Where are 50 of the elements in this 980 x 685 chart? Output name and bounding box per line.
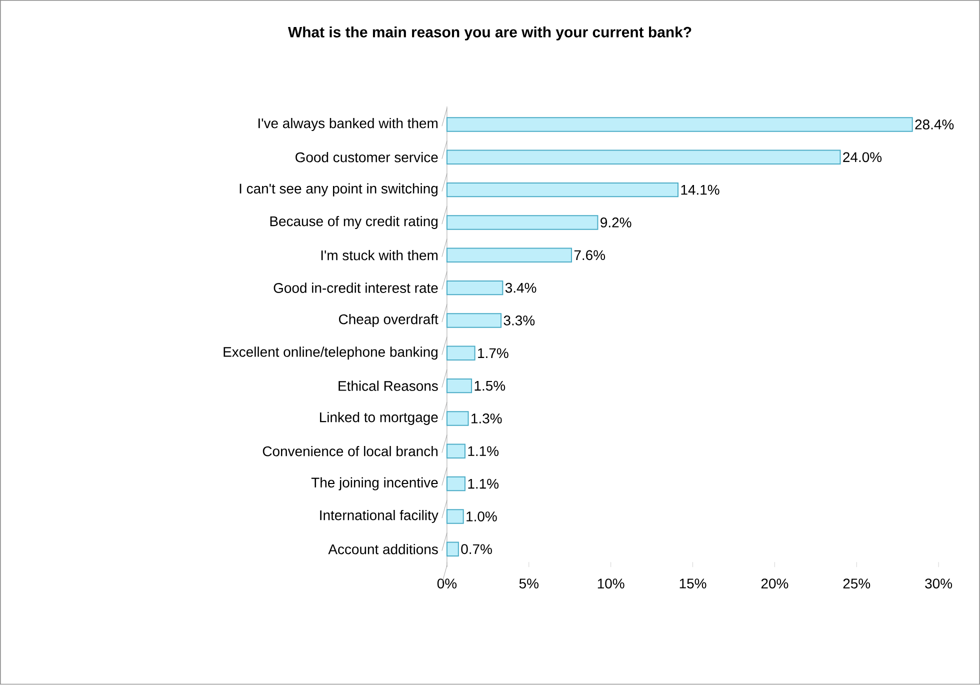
data-label: 3.3% [504,316,535,326]
bar [446,411,469,426]
bar [446,378,472,394]
bar [446,346,476,361]
data-label: 1.3% [472,414,502,424]
bar [446,248,572,263]
data-label: 3.4% [505,283,536,293]
data-label: 7.6% [574,250,606,260]
bar [446,182,679,198]
bar [446,542,459,557]
data-label: 24.0% [843,152,882,162]
y-tick-label: Ethical Reasons [338,380,438,392]
bar [446,280,504,296]
y-tick-label: Convenience of local branch [262,446,438,456]
y-tick-label: The joining incentive [311,477,438,490]
x-tick-label: 20% [761,578,788,589]
x-tick-label: 10% [598,578,624,589]
y-tick-label: Linked to mortgage [320,412,438,426]
y-tick-label: International facility [320,510,438,524]
data-label: 28.4% [915,120,954,130]
bar [446,509,464,524]
y-tick-label: Cheap overdraft [338,314,438,328]
x-tick-label: 25% [843,578,870,589]
bar [446,117,913,132]
y-tick-label: I can't see any point in switching [240,183,438,197]
data-label: 9.2% [600,218,632,228]
x-tick-label: 0% [437,578,457,589]
data-label: 1.0% [466,512,497,522]
bar [446,444,466,459]
y-tick-label: Because of my credit rating [270,216,438,230]
y-tick-label: Good customer service [296,152,438,162]
bar [446,313,502,328]
data-label: 1.1% [468,446,499,456]
y-tick-label: I've always banked with them [258,118,438,132]
chart-title: What is the main reason you are with your current bank? [288,26,692,41]
y-tick-label: I'm stuck with them [321,250,438,260]
x-tick-label: 15% [680,578,706,589]
bar [446,215,598,230]
data-label: 1.5% [474,381,506,391]
y-tick-label: Account additions [328,544,438,554]
data-label: 1.1% [468,479,499,489]
bar [446,150,841,165]
data-label: 14.1% [681,185,720,195]
x-tick-label: 30% [925,578,952,589]
bar [446,476,466,492]
x-tick-label: 5% [519,578,538,589]
data-label: 0.7% [461,544,492,554]
data-label: 1.7% [478,348,508,358]
y-tick-label: Excellent online/telephone banking [224,346,438,360]
y-tick-label: Good in-credit interest rate [274,282,438,294]
